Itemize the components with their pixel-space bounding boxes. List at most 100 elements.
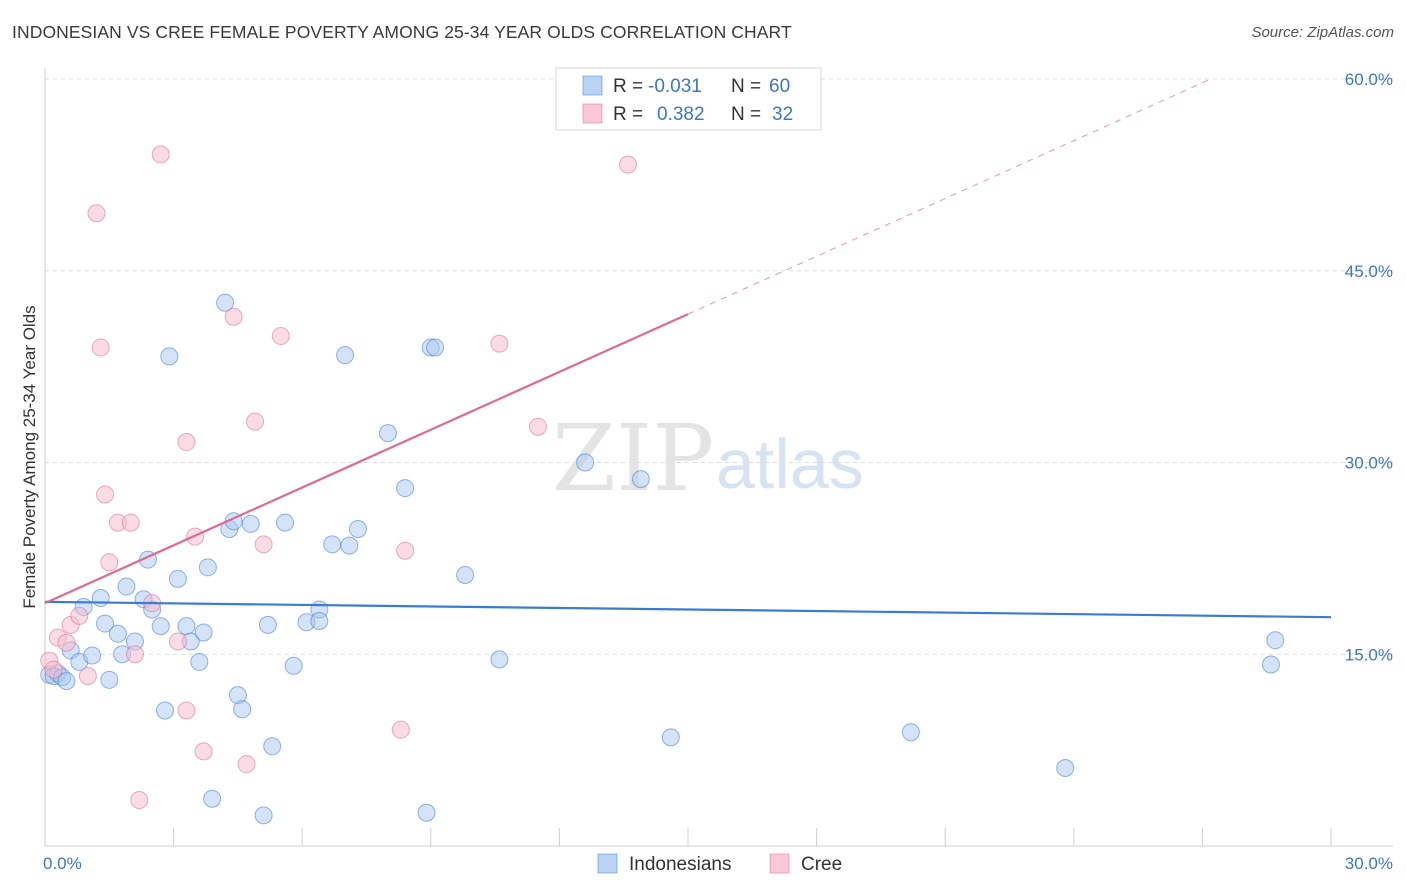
cree-point	[100, 553, 119, 572]
legend: R = -0.031 N = 60 R = 0.382 N = 32	[555, 67, 822, 131]
legend-n-label: N =	[731, 104, 761, 125]
indonesians-point	[348, 519, 367, 538]
legend-r-label: R =	[613, 104, 643, 125]
y-tick-labels: 15.0% 30.0% 45.0% 60.0%	[1345, 70, 1393, 664]
indonesians-point	[426, 338, 445, 357]
indonesians-point	[233, 700, 252, 719]
cree-point	[490, 334, 509, 353]
x-tick-labels: 0.0% 30.0%	[43, 854, 1393, 873]
indonesians-point	[100, 670, 119, 689]
bottom-legend-swatch-cree	[769, 853, 790, 874]
cree-point	[237, 755, 256, 774]
indonesians-point	[254, 806, 273, 825]
grid-lines	[45, 78, 1393, 655]
indonesians-point	[901, 723, 920, 742]
indonesians-point	[378, 424, 397, 443]
indonesians-trend-line	[44, 600, 1332, 619]
indonesians-point	[1266, 631, 1285, 650]
indonesians-point	[91, 589, 110, 608]
cree-point	[271, 326, 290, 345]
cree-point	[528, 417, 547, 436]
cree-point	[168, 632, 187, 651]
cree-point	[194, 742, 213, 761]
y-tick-label: 15.0%	[1345, 645, 1393, 664]
cree-point	[87, 204, 106, 223]
cree-trend-line	[44, 313, 689, 605]
y-tick-label: 45.0%	[1345, 262, 1393, 281]
indonesians-point	[417, 803, 436, 822]
indonesians-point	[263, 737, 282, 756]
watermark-zip: ZIP	[552, 405, 714, 512]
indonesians-point	[258, 615, 277, 634]
indonesians-point	[156, 701, 175, 720]
legend-n-value: 60	[769, 76, 790, 97]
chart-title: INDONESIAN VS CREE FEMALE POVERTY AMONG …	[12, 22, 792, 42]
indonesians-point	[241, 514, 260, 533]
cree-point	[177, 701, 196, 720]
cree-point	[70, 606, 89, 625]
legend-n-label: N =	[731, 76, 761, 97]
indonesians-point	[168, 569, 187, 588]
cree-point	[177, 433, 196, 452]
trend-lines	[44, 78, 1332, 619]
indonesians-point	[396, 479, 415, 498]
indonesians-point	[284, 656, 303, 675]
indonesians-point	[1056, 759, 1075, 778]
indonesians-point	[276, 513, 295, 532]
y-tick-label: 30.0%	[1345, 454, 1393, 473]
indonesians-point	[1261, 655, 1280, 674]
indonesians-point	[190, 652, 209, 671]
cree-point	[78, 666, 97, 685]
indonesians-point	[661, 728, 680, 747]
cree-point	[254, 535, 273, 554]
watermark-atlas: atlas	[716, 425, 864, 503]
cree-point	[618, 155, 637, 174]
x-tick-label: 0.0%	[43, 854, 82, 873]
watermark: ZIP atlas	[552, 405, 864, 512]
indonesians-point	[96, 614, 115, 633]
cree-point	[91, 338, 110, 357]
indonesians-point	[151, 617, 170, 636]
y-axis-label: Female Poverty Among 25-34 Year Olds	[20, 305, 39, 608]
indonesians-point	[198, 558, 217, 577]
cree-point	[121, 513, 140, 532]
indonesians-point	[340, 536, 359, 555]
bottom-legend-label-cree: Cree	[801, 854, 842, 875]
legend-r-label: R =	[613, 76, 643, 97]
cree-point	[246, 412, 265, 431]
indonesians-point	[203, 789, 222, 808]
legend-swatch-cree	[582, 103, 603, 124]
axes	[44, 68, 1393, 847]
x-tick-label: 30.0%	[1345, 854, 1393, 873]
legend-n-value: 32	[772, 104, 793, 125]
cree-point	[224, 307, 243, 326]
indonesians-point	[57, 672, 76, 691]
indonesians-point	[216, 293, 235, 312]
indonesians-point	[631, 470, 650, 489]
indonesians-point	[576, 453, 595, 472]
indonesians-point	[83, 646, 102, 665]
indonesians-point	[177, 617, 196, 636]
legend-r-value: 0.382	[657, 104, 705, 125]
source-label: Source: ZipAtlas.com	[1251, 24, 1394, 41]
indonesians-point	[490, 650, 509, 669]
cree-point	[44, 660, 63, 679]
indonesians-point	[456, 565, 475, 584]
indonesians-point	[160, 347, 179, 366]
y-tick-label: 60.0%	[1345, 70, 1393, 89]
legend-r-value: -0.031	[648, 76, 702, 97]
indonesians-point	[194, 623, 213, 642]
cree-point	[396, 541, 415, 560]
cree-point	[391, 720, 410, 739]
cree-point	[130, 790, 149, 809]
cree-point	[151, 145, 170, 164]
cree-point	[126, 645, 145, 664]
indonesians-point	[336, 346, 355, 365]
indonesians-point	[323, 535, 342, 554]
cree-point	[57, 633, 76, 652]
legend-swatch-indonesians	[582, 75, 603, 96]
bottom-legend: Indonesians Cree	[597, 853, 842, 875]
indonesians-point	[310, 612, 329, 631]
cree-point	[96, 485, 115, 504]
